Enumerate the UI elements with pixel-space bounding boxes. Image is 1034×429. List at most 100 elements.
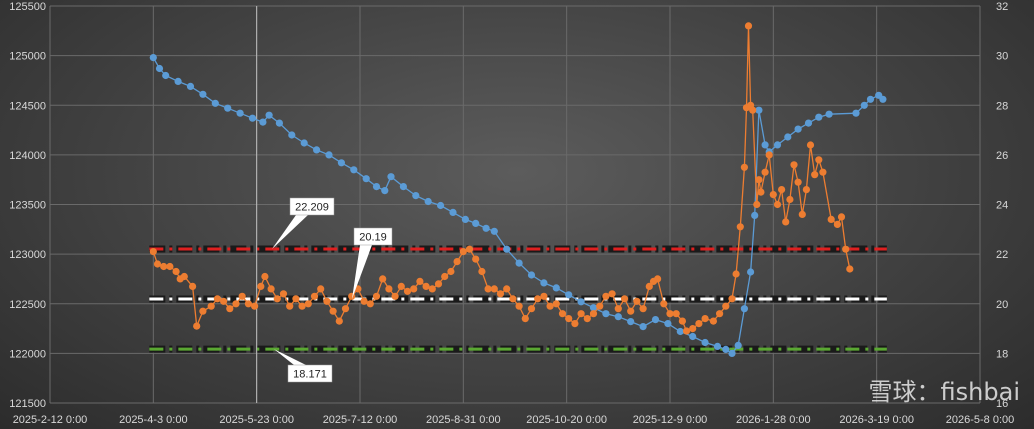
x-tick-label: 2025-7-12 0:00 <box>323 414 398 426</box>
series-point-1 <box>722 345 730 353</box>
series-point-1 <box>265 111 273 119</box>
y-left-tick-label: 122500 <box>9 299 46 311</box>
series-point-1 <box>751 211 759 219</box>
series-point-2 <box>627 307 635 315</box>
series-point-2 <box>149 248 157 256</box>
series-point-1 <box>794 125 802 133</box>
series-point-2 <box>484 285 492 293</box>
callout-pointer <box>352 245 372 300</box>
y-right-tick-label: 18 <box>996 348 1008 360</box>
series-point-2 <box>335 317 343 325</box>
series-point-2 <box>416 277 424 285</box>
y-right-tick-label: 16 <box>996 398 1008 410</box>
callout-box <box>289 197 335 216</box>
series-point-1 <box>589 304 598 312</box>
series-point-2 <box>689 325 697 333</box>
series-point-2 <box>403 287 412 295</box>
series-point-1 <box>503 245 511 253</box>
series-point-2 <box>639 305 647 313</box>
series-point-2 <box>199 307 207 315</box>
callout-pointer <box>272 215 308 249</box>
y-left-tick-label: 124000 <box>9 150 46 162</box>
series-point-2 <box>682 327 691 335</box>
series-point-2 <box>773 200 782 209</box>
series-point-2 <box>509 295 517 303</box>
series-point-2 <box>837 213 846 221</box>
series-point-2 <box>666 310 674 318</box>
y-left-tick-label: 124500 <box>9 100 46 112</box>
series-point-1 <box>186 82 195 90</box>
series-point-2 <box>722 302 730 310</box>
series-point-1 <box>387 173 395 181</box>
series-point-2 <box>366 300 374 308</box>
series-point-1 <box>825 110 833 118</box>
series-line-1 <box>152 57 884 355</box>
series-point-1 <box>815 113 823 121</box>
series-point-2 <box>298 302 306 310</box>
series-point-2 <box>166 262 174 271</box>
y-left-tick-label: 123000 <box>9 249 46 261</box>
series-point-2 <box>608 290 616 298</box>
series-point-1 <box>713 342 722 350</box>
series-point-2 <box>769 191 777 199</box>
series-point-2 <box>490 285 498 293</box>
series-point-2 <box>786 195 794 204</box>
series-point-2 <box>654 275 662 283</box>
series-point-1 <box>155 64 164 73</box>
series-point-1 <box>399 183 407 191</box>
series-point-2 <box>728 295 736 303</box>
series-point-2 <box>292 295 300 303</box>
y-right-tick-label: 26 <box>996 150 1008 162</box>
series-point-2 <box>660 300 668 308</box>
series-point-2 <box>478 267 486 276</box>
series-point-1 <box>449 208 457 216</box>
callout-pointer <box>274 349 306 365</box>
series-point-2 <box>310 292 319 300</box>
series-point-1 <box>664 320 672 328</box>
axes: 121500 16 122000 18 122500 20 123000 22 123500 24… <box>9 1 1014 426</box>
series-point-2 <box>709 317 718 325</box>
series-point-2 <box>806 141 815 149</box>
series-point-1 <box>259 118 267 126</box>
x-tick-label: 2025-5-23 0:00 <box>219 414 294 426</box>
series-point-1 <box>540 279 548 287</box>
series-point-1 <box>852 109 860 117</box>
series-point-2 <box>552 300 560 308</box>
series-point-2 <box>428 285 436 293</box>
series-point-1 <box>490 227 498 235</box>
series-point-1 <box>602 310 610 318</box>
series-point-2 <box>672 310 680 318</box>
series-point-1 <box>224 104 232 112</box>
series-point-1 <box>761 141 769 149</box>
series-point-2 <box>744 22 753 30</box>
series-point-2 <box>261 272 269 281</box>
series-point-2 <box>323 297 331 305</box>
reference-lines <box>149 245 887 353</box>
x-tick-label: 2026-1-28 0:00 <box>736 414 811 426</box>
series-point-2 <box>232 300 240 308</box>
series-point-1 <box>734 341 742 349</box>
series-point-2 <box>645 282 653 290</box>
series-point-2 <box>811 171 819 179</box>
callout-label: 22.209 <box>295 202 329 214</box>
series-point-2 <box>819 168 827 176</box>
series-point-2 <box>757 188 765 196</box>
series-point-2 <box>753 200 761 209</box>
series-point-2 <box>521 315 529 323</box>
series-point-2 <box>244 300 252 308</box>
gridlines <box>49 5 981 404</box>
series-point-2 <box>589 310 598 318</box>
series-point-1 <box>199 90 207 98</box>
series-point-2 <box>620 295 629 303</box>
series-point-1 <box>325 151 333 159</box>
series-point-2 <box>842 245 850 253</box>
series-point-2 <box>571 320 579 328</box>
series-point-2 <box>815 156 823 164</box>
y-left-tick-label: 121500 <box>9 398 46 410</box>
series-point-1 <box>381 187 389 195</box>
series-point-1 <box>879 95 887 103</box>
series-point-2 <box>465 245 474 253</box>
series-point-2 <box>577 310 585 318</box>
